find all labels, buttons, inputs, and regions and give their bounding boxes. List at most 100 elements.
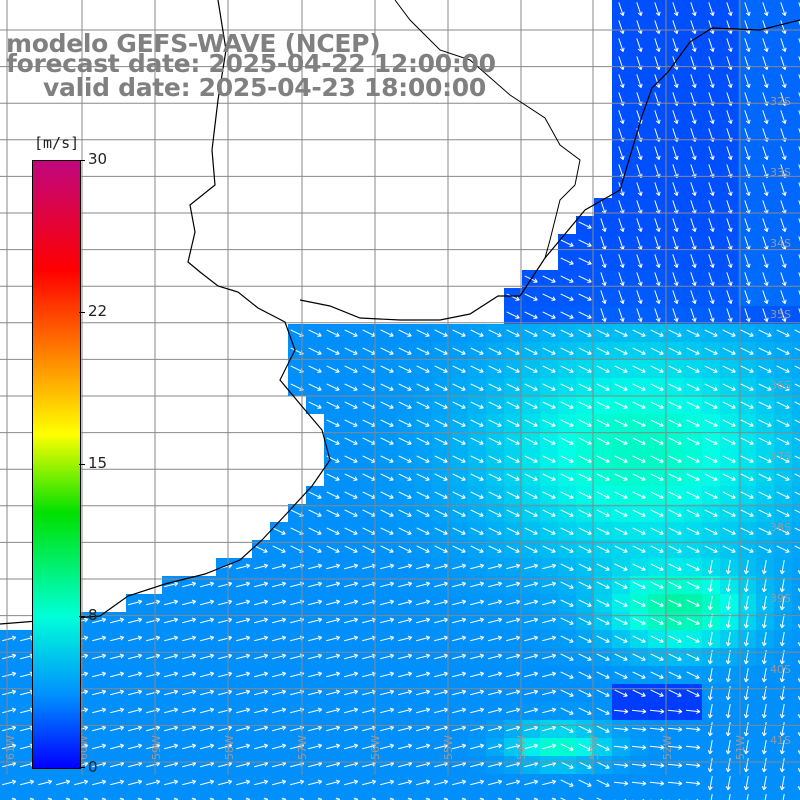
wind-arrow bbox=[758, 509, 772, 517]
wind-arrow bbox=[600, 218, 607, 233]
wind-arrow bbox=[578, 419, 592, 427]
wind-arrow bbox=[254, 599, 269, 606]
wind-arrow bbox=[650, 653, 664, 661]
wind-arrow bbox=[92, 671, 107, 678]
wind-arrow bbox=[524, 329, 538, 337]
wind-cell bbox=[792, 594, 800, 612]
wind-arrow bbox=[218, 779, 233, 786]
wind-arrow bbox=[614, 527, 628, 535]
wind-arrow bbox=[524, 725, 539, 732]
wind-arrow bbox=[722, 491, 736, 499]
wind-arrow bbox=[743, 740, 749, 755]
wind-cell bbox=[792, 162, 800, 180]
wind-arrow bbox=[182, 653, 197, 660]
wind-arrow bbox=[560, 329, 574, 337]
wind-cell bbox=[522, 792, 540, 800]
wind-arrow bbox=[506, 401, 520, 409]
wind-arrow bbox=[780, 254, 787, 269]
wind-arrow bbox=[506, 455, 520, 463]
wind-arrow bbox=[272, 779, 287, 786]
wind-cell bbox=[432, 792, 450, 800]
wind-arrow bbox=[542, 473, 556, 481]
wind-arrow bbox=[794, 365, 800, 370]
wind-arrow bbox=[524, 599, 539, 606]
wind-arrow bbox=[524, 455, 538, 463]
wind-cell bbox=[792, 216, 800, 234]
wind-arrow bbox=[596, 527, 610, 535]
wind-arrow bbox=[344, 599, 359, 606]
wind-arrow bbox=[380, 509, 394, 517]
wind-arrow bbox=[654, 218, 661, 233]
wind-arrow bbox=[690, 218, 697, 233]
wind-arrow bbox=[776, 455, 790, 463]
wind-arrow bbox=[650, 491, 664, 499]
wind-arrow bbox=[654, 308, 661, 323]
wind-arrow bbox=[164, 599, 179, 606]
wind-arrow bbox=[560, 725, 574, 733]
wind-arrow bbox=[254, 581, 269, 588]
wind-arrow bbox=[776, 419, 790, 427]
wind-arrow bbox=[596, 473, 610, 481]
wind-arrow bbox=[236, 689, 251, 696]
wind-arrow bbox=[578, 653, 592, 661]
wind-arrow bbox=[708, 308, 715, 323]
wind-arrow bbox=[794, 473, 800, 478]
wind-arrow bbox=[690, 74, 697, 89]
wind-arrow bbox=[254, 707, 269, 714]
wind-arrow bbox=[488, 599, 503, 606]
wind-arrow bbox=[38, 779, 53, 786]
wind-arrow bbox=[725, 776, 731, 791]
wind-arrow bbox=[726, 74, 733, 89]
wind-arrow bbox=[690, 182, 697, 197]
wind-arrow bbox=[398, 743, 413, 750]
latitude-label: 37S bbox=[770, 450, 791, 463]
forecast-date: forecast date: 2025-04-22 12:00:00 bbox=[6, 49, 496, 78]
wind-arrow bbox=[780, 146, 787, 161]
river-border bbox=[394, 0, 581, 259]
wind-arrow bbox=[434, 671, 449, 678]
wind-arrow bbox=[434, 383, 448, 391]
wind-arrow bbox=[380, 743, 395, 750]
wind-arrow bbox=[614, 419, 628, 427]
wind-arrow bbox=[344, 329, 358, 337]
wind-arrow bbox=[416, 743, 431, 750]
wind-arrow bbox=[434, 491, 448, 499]
wind-arrow bbox=[578, 401, 592, 409]
wind-arrow bbox=[398, 383, 412, 391]
wind-arrow bbox=[614, 455, 628, 463]
coastline bbox=[0, 0, 331, 625]
wind-cell bbox=[396, 792, 414, 800]
wind-arrow bbox=[596, 617, 610, 625]
wind-arrow bbox=[578, 491, 592, 499]
wind-arrow bbox=[780, 110, 787, 125]
wind-arrow bbox=[704, 509, 718, 517]
wind-arrow bbox=[613, 744, 629, 750]
wind-arrow bbox=[344, 707, 359, 714]
wind-arrow bbox=[542, 419, 556, 427]
wind-cell bbox=[216, 792, 234, 800]
wind-arrow bbox=[380, 599, 395, 606]
wind-arrow bbox=[690, 290, 697, 305]
wind-arrow bbox=[596, 581, 610, 589]
wind-cell bbox=[792, 612, 800, 630]
wind-arrow bbox=[560, 401, 574, 409]
valid-date: valid date: 2025-04-23 18:00:00 bbox=[43, 73, 486, 102]
wind-arrow bbox=[416, 617, 431, 624]
wind-arrow bbox=[668, 581, 682, 589]
wind-arrow bbox=[780, 38, 787, 53]
colorbar-tickmark bbox=[79, 464, 85, 465]
wind-arrow bbox=[344, 545, 358, 553]
wind-arrow bbox=[344, 473, 358, 481]
wind-arrow bbox=[650, 635, 664, 643]
wind-arrow bbox=[632, 617, 646, 625]
wind-arrow bbox=[326, 491, 340, 499]
wind-arrow bbox=[542, 563, 557, 570]
wind-arrow bbox=[488, 509, 502, 517]
wind-arrow bbox=[542, 599, 557, 606]
wind-cell bbox=[594, 792, 612, 800]
wind-cell bbox=[792, 144, 800, 162]
wind-arrow bbox=[596, 347, 610, 355]
wind-arrow bbox=[470, 347, 484, 355]
wind-arrow bbox=[452, 347, 466, 355]
